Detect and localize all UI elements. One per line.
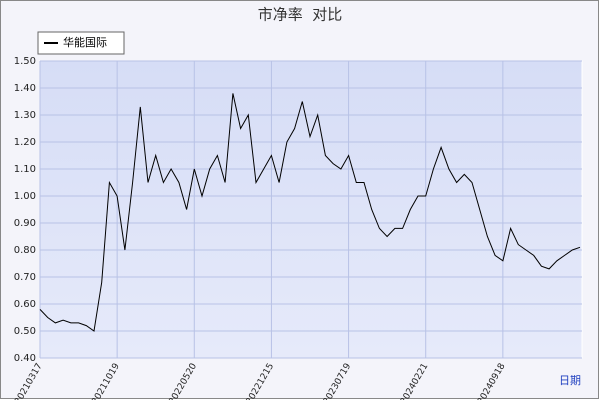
y-tick-label: 0.70 [14, 272, 36, 283]
plot-area [39, 60, 583, 359]
y-tick-label: 0.80 [14, 245, 36, 256]
x-axis-label: 日期 [559, 374, 581, 387]
y-tick-label: 0.50 [14, 326, 36, 337]
y-tick-label: 1.10 [14, 164, 36, 175]
y-tick-label: 1.20 [14, 137, 36, 148]
y-tick-label: 0.40 [14, 353, 36, 364]
y-tick-label: 0.60 [14, 299, 36, 310]
chart-title: 市净率 对比 [258, 6, 343, 24]
series-line [39, 93, 581, 332]
y-tick-label: 1.40 [14, 83, 36, 94]
legend-box [37, 31, 125, 55]
y-tick-label: 1.00 [14, 191, 36, 202]
legend-label: 华能国际 [63, 35, 107, 49]
y-tick-label: 0.90 [14, 218, 36, 229]
y-tick-label: 1.50 [14, 56, 36, 67]
legend: 华能国际 [37, 31, 125, 55]
y-tick-label: 1.30 [14, 110, 36, 121]
